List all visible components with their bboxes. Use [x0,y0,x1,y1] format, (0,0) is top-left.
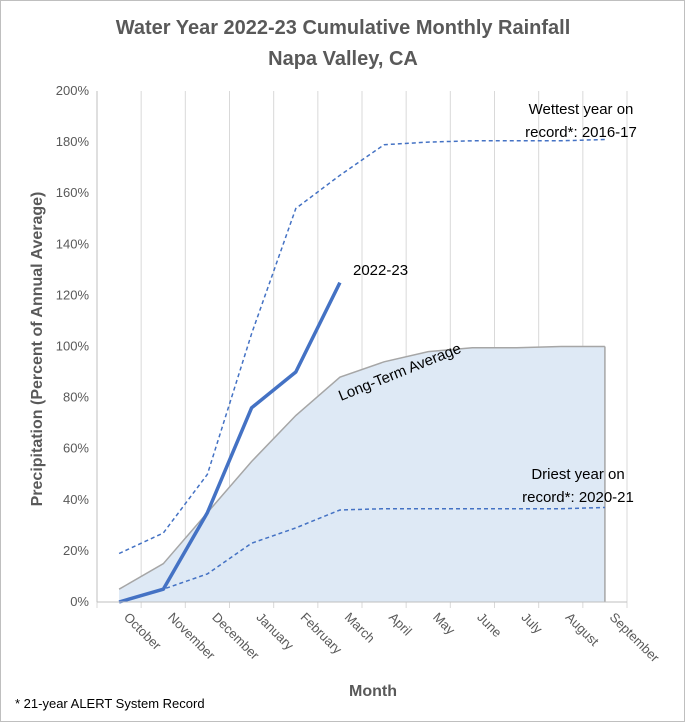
y-tick-label: 160% [56,185,90,200]
x-tick-label: September [607,610,663,666]
y-tick-label: 140% [56,236,90,251]
x-tick-label: February [298,610,346,658]
wettest-annotation-line2: record*: 2016-17 [525,124,637,141]
average-area-fill [119,346,605,602]
series-lines-layer [118,138,605,604]
x-tick-label: October [121,610,165,654]
y-tick-label: 40% [63,492,89,507]
x-tick-label: January [253,610,297,654]
y-tick-label: 0% [70,594,89,609]
y-tick-label: 180% [56,134,90,149]
x-tick-label: March [342,610,378,646]
average-series-line [118,345,605,590]
y-tick-label: 20% [63,543,89,558]
y-tick-label: 100% [56,339,90,354]
axes [96,91,627,603]
y-tick-label: 60% [63,441,89,456]
driest-annotation-line2: record*: 2020-21 [522,489,634,506]
dashed-series-line [118,506,605,603]
x-tick-label: August [563,610,602,649]
x-tick-label: May [430,610,458,638]
x-tick-label: April [386,610,415,639]
wettest-annotation-line1: Wettest year on [529,101,634,118]
chart-title: Water Year 2022-23 Cumulative Monthly Ra… [116,17,571,39]
dashed-series-line [118,138,605,555]
x-axis-title: Month [349,683,397,700]
y-tick-label: 200% [56,83,90,98]
y-tick-label: 120% [56,287,90,302]
y-tick-label: 80% [63,390,89,405]
current-year-series-line [118,281,342,604]
current-year-label: 2022-23 [353,262,408,279]
x-tick-label: June [474,610,505,641]
chart-subtitle: Napa Valley, CA [268,48,418,70]
y-axis-title: Precipitation (Percent of Annual Average… [29,192,46,507]
driest-annotation-line1: Driest year on [531,466,624,483]
x-tick-label: July [518,610,545,637]
y-tick-labels: 0% 20% 40% 60% 80% 100% 120% 140% 160% 180% 200% [56,83,90,609]
average-area-layer [118,345,606,602]
footnote: * 21-year ALERT System Record [15,696,205,711]
